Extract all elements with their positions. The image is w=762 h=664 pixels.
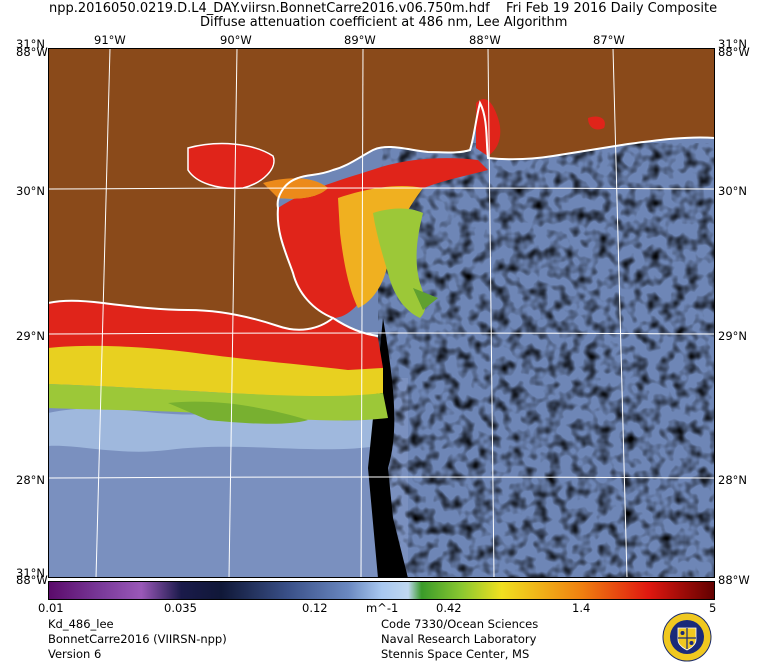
lon-label-90w: 90°W (220, 33, 252, 47)
lat-label-28n-left: 28°N (16, 473, 45, 487)
colorbar-tick-5: 5 (709, 601, 717, 615)
satellite-map (48, 48, 715, 578)
corner-label-top-right: 31°N (718, 37, 747, 51)
dataset-name: BonnetCarre2016 (VIIRSN-npp) (48, 632, 227, 646)
corner-label-bottom-left-2: 31°N (16, 566, 45, 580)
colorbar-tick-1: 0.035 (164, 601, 197, 615)
lon-label-87w: 87°W (593, 33, 625, 47)
corner-label-top-right-2: 88°W (718, 45, 750, 59)
corner-label-bottom-left: 88°W (16, 573, 48, 587)
org-code: Code 7330/Ocean Sciences (381, 617, 539, 631)
filename-text: npp.2016050.0219.D.L4_DAY.viirsn.BonnetC… (49, 1, 490, 16)
lon-label-88w: 88°W (469, 33, 501, 47)
colorbar-units: m^-1 (366, 601, 399, 615)
org-location: Stennis Space Center, MS (381, 647, 530, 661)
colorbar-tick-4: 1.4 (572, 601, 591, 615)
colorbar-tick-2: 0.12 (302, 601, 328, 615)
lon-label-91w: 91°W (94, 33, 126, 47)
date-text: Fri Feb 19 2016 Daily Composite (506, 1, 718, 16)
lat-label-29n-right: 29°N (718, 329, 747, 343)
lat-label-28n-right: 28°N (718, 473, 747, 487)
version-text: Version 6 (48, 647, 102, 661)
nrl-seal-logo (662, 612, 712, 662)
org-name: Naval Research Laboratory (381, 632, 537, 646)
corner-label-top-left-2: 88°W (16, 45, 48, 59)
product-name: Kd_486_lee (48, 617, 114, 631)
corner-label-bottom-right: 88°W (718, 573, 750, 587)
colorbar-tick-0: 0.01 (38, 601, 64, 615)
lon-label-89w: 89°W (344, 33, 376, 47)
land-area (48, 48, 715, 330)
graticule (48, 48, 715, 578)
corner-label-top-left: 31°N (16, 37, 45, 51)
lat-label-30n-left: 30°N (16, 184, 45, 198)
lat-label-30n-right: 30°N (718, 184, 747, 198)
lat-label-29n-left: 29°N (16, 329, 45, 343)
product-title: Diffuse attenuation coefficient at 486 n… (200, 15, 568, 30)
colorbar (48, 581, 715, 600)
colorbar-tick-3: 0.42 (436, 601, 462, 615)
